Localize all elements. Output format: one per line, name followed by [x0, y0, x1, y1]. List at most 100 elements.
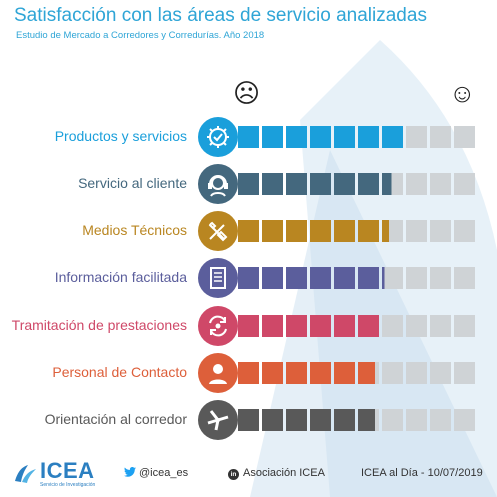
bar-segment — [406, 362, 427, 384]
bar-segment — [454, 126, 475, 148]
headset-agent-icon — [198, 164, 238, 204]
bar-segment — [334, 126, 355, 148]
category-label: Servicio al cliente — [78, 175, 187, 191]
bar-segment — [238, 173, 259, 195]
bar-segment — [238, 220, 259, 242]
bar-segment — [430, 126, 451, 148]
bar-segment — [382, 267, 403, 289]
bar-segment — [358, 220, 379, 242]
bar-segment — [334, 315, 355, 337]
bar-segment — [238, 409, 259, 431]
document-list-icon — [198, 258, 238, 298]
gear-check-icon — [198, 117, 238, 157]
bar-segment — [454, 220, 475, 242]
bar-track — [238, 267, 478, 289]
bar-segment — [286, 409, 307, 431]
bar-segment — [310, 315, 331, 337]
bar-segment — [358, 315, 379, 337]
bar-segment — [310, 126, 331, 148]
bar-segment — [262, 362, 283, 384]
category-label: Orientación al corredor — [44, 411, 187, 427]
bar-segment — [406, 126, 427, 148]
bar-segment — [286, 362, 307, 384]
bar-segment — [358, 409, 379, 431]
bar-track — [238, 362, 478, 384]
process-arrows-icon — [198, 306, 238, 346]
bar-segment — [358, 362, 379, 384]
bar-segment — [262, 173, 283, 195]
linkedin-name: Asociación ICEA — [243, 467, 325, 479]
category-label: Medios Técnicos — [82, 222, 187, 238]
bar-segment — [454, 409, 475, 431]
bar-track — [238, 126, 478, 148]
bar-track — [238, 409, 478, 431]
chart-row: Orientación al corredor — [0, 400, 497, 440]
bar-track — [238, 315, 478, 337]
chart-row: Servicio al cliente — [0, 164, 497, 204]
icea-logo-icon — [15, 465, 36, 483]
linkedin-link[interactable]: in Asociación ICEA — [228, 467, 325, 480]
bar-segment — [238, 126, 259, 148]
bar-segment — [430, 315, 451, 337]
icea-logo — [12, 463, 38, 490]
bar-segment — [454, 173, 475, 195]
bar-segment — [238, 362, 259, 384]
bar-segment — [382, 315, 403, 337]
bar-segment — [430, 267, 451, 289]
bar-segment — [334, 409, 355, 431]
bar-segment — [406, 220, 427, 242]
bar-segment — [334, 267, 355, 289]
chart-row: Tramitación de prestaciones — [0, 306, 497, 346]
category-label: Información facilitada — [54, 269, 187, 285]
category-label: Personal de Contacto — [52, 364, 187, 380]
bar-segment — [430, 220, 451, 242]
bar-segment — [238, 267, 259, 289]
bar-segment — [310, 220, 331, 242]
bar-segment — [262, 409, 283, 431]
chart-row: Medios Técnicos — [0, 211, 497, 251]
bar-segment — [286, 267, 307, 289]
twitter-link[interactable]: @icea_es — [124, 467, 188, 479]
bar-track — [238, 173, 478, 195]
bar-segment — [454, 267, 475, 289]
contact-person-icon — [198, 353, 238, 393]
bar-segment — [310, 173, 331, 195]
chart-row: Personal de Contacto — [0, 353, 497, 393]
bar-segment — [406, 267, 427, 289]
bar-segment — [358, 126, 379, 148]
bar-segment — [406, 409, 427, 431]
linkedin-icon: in — [228, 469, 239, 480]
bar-segment — [382, 362, 403, 384]
bar-segment — [430, 409, 451, 431]
chart-row: Productos y servicios — [0, 117, 497, 157]
bar-segment — [382, 220, 403, 242]
bar-segment — [238, 315, 259, 337]
bar-segment — [262, 315, 283, 337]
bar-segment — [310, 409, 331, 431]
footer: ICEA Servicio de Investigación @icea_es … — [0, 455, 497, 497]
tools-icon — [198, 211, 238, 251]
bar-segment — [262, 126, 283, 148]
logo-text: ICEA — [40, 458, 95, 483]
footer-date: ICEA al Día - 10/07/2019 — [361, 467, 483, 479]
bar-segment — [286, 315, 307, 337]
twitter-handle: @icea_es — [139, 467, 189, 479]
smiley-face-icon: ☺ — [449, 78, 476, 108]
windmill-icon — [198, 400, 238, 440]
bar-segment — [262, 220, 283, 242]
bar-segment — [334, 362, 355, 384]
sad-face-icon: ☹ — [233, 78, 261, 108]
bar-segment — [310, 267, 331, 289]
bar-segment — [430, 362, 451, 384]
bar-segment — [382, 126, 403, 148]
bar-segment — [262, 267, 283, 289]
category-label: Productos y servicios — [54, 128, 187, 144]
chart-subtitle: Estudio de Mercado a Corredores y Corred… — [16, 30, 265, 41]
category-label: Tramitación de prestaciones — [11, 317, 187, 333]
bar-segment — [286, 173, 307, 195]
bar-segment — [406, 315, 427, 337]
bar-track — [238, 220, 478, 242]
bar-segment — [454, 315, 475, 337]
bar-segment — [430, 173, 451, 195]
bar-segment — [358, 267, 379, 289]
